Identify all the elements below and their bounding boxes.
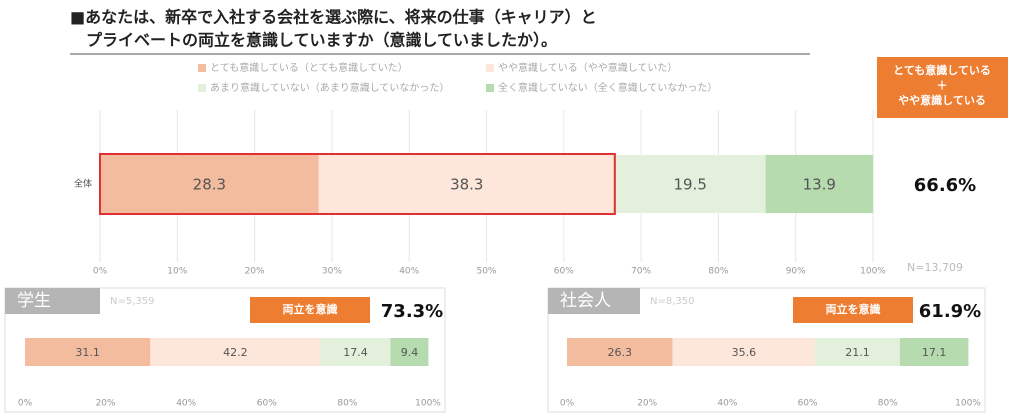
value-label: 38.3 xyxy=(450,176,483,194)
x-tick-label: 100% xyxy=(415,399,441,409)
legend-label: 全く意識していない（全く意識していなかった） xyxy=(498,81,717,94)
x-tick-label: 20% xyxy=(245,267,265,277)
title-line: プライベートの両立を意識していますか（意識していましたか）。 xyxy=(86,31,557,50)
value-label: 13.9 xyxy=(803,176,836,194)
x-tick-label: 100% xyxy=(955,399,981,409)
legend-swatch xyxy=(486,64,494,72)
summary: 61.9% xyxy=(919,301,981,322)
x-tick-label: 60% xyxy=(257,399,277,409)
title-line: ■あなたは、新卒で入社する会社を選ぶ際に、将来の仕事（キャリア）と xyxy=(70,8,597,27)
x-tick-label: 40% xyxy=(399,267,419,277)
x-tick-label: 60% xyxy=(798,399,818,409)
legend-label: とても意識している（とても意識していた） xyxy=(210,61,408,74)
value-label: 35.6 xyxy=(732,346,757,359)
value-label: 17.1 xyxy=(922,346,947,359)
x-tick-label: 60% xyxy=(554,267,574,277)
x-tick-label: 0% xyxy=(18,399,33,409)
x-tick-label: 100% xyxy=(860,267,886,277)
badge-text: とても意識している xyxy=(893,63,991,77)
bar-segment xyxy=(672,338,816,366)
badge-text: 両立を意識 xyxy=(826,302,881,316)
note: N=5,359 xyxy=(110,296,155,307)
bar-segment xyxy=(100,155,319,213)
value-label: 42.2 xyxy=(223,346,248,359)
subtitle: 社会人 xyxy=(560,291,611,311)
x-tick-label: 80% xyxy=(878,399,898,409)
badge-text: やや意識している xyxy=(898,93,986,107)
legend-swatch xyxy=(486,84,494,92)
x-tick-label: 30% xyxy=(322,267,342,277)
x-tick-label: 0% xyxy=(93,267,108,277)
note: N=13,709 xyxy=(907,261,963,274)
bar-segment xyxy=(614,155,766,213)
x-tick-label: 70% xyxy=(631,267,651,277)
bar-segment xyxy=(320,338,391,366)
x-tick-label: 20% xyxy=(96,399,116,409)
value-label: 31.1 xyxy=(75,346,100,359)
x-tick-label: 20% xyxy=(637,399,657,409)
summary: 66.6% xyxy=(914,175,976,196)
x-tick-label: 40% xyxy=(176,399,196,409)
x-tick-label: 0% xyxy=(560,399,575,409)
badge-text: ＋ xyxy=(937,79,948,92)
note: N=8,350 xyxy=(650,296,695,307)
bar-segment xyxy=(390,338,429,366)
badge xyxy=(793,297,913,323)
value-label: 9.4 xyxy=(401,346,419,359)
value-label: 28.3 xyxy=(193,176,226,194)
bar-segment xyxy=(899,338,969,366)
x-tick-label: 80% xyxy=(337,399,357,409)
badge-text: 両立を意識 xyxy=(283,302,338,316)
highlight xyxy=(99,153,616,215)
x-tick-label: 90% xyxy=(786,267,806,277)
x-tick-label: 50% xyxy=(476,267,496,277)
badge xyxy=(250,297,370,323)
legend-label: あまり意識していない（あまり意識していなかった） xyxy=(210,81,449,94)
summary: 73.3% xyxy=(381,301,443,322)
bar-segment xyxy=(150,338,321,366)
value-label: 17.4 xyxy=(343,346,368,359)
bar-segment xyxy=(318,155,615,213)
panel xyxy=(547,287,986,413)
x-tick-label: 40% xyxy=(717,399,737,409)
bar-segment xyxy=(765,155,873,213)
legend-swatch xyxy=(198,84,206,92)
legend-swatch xyxy=(198,64,206,72)
bar-segment xyxy=(567,338,673,366)
bar-segment xyxy=(25,338,151,366)
legend-label: やや意識している（やや意識していた） xyxy=(498,61,677,74)
subtitle-box xyxy=(5,288,100,314)
value-label: 19.5 xyxy=(673,176,706,194)
subtitle-box xyxy=(548,288,640,314)
x-tick-label: 80% xyxy=(708,267,728,277)
x-tick-label: 10% xyxy=(167,267,187,277)
value-label: 21.1 xyxy=(845,346,870,359)
value-label: 26.3 xyxy=(607,346,632,359)
subtitle: 学生 xyxy=(17,291,51,311)
badge xyxy=(877,57,1008,118)
panel xyxy=(4,287,446,413)
category-label: 全体 xyxy=(74,178,92,190)
bar-segment xyxy=(815,338,900,366)
